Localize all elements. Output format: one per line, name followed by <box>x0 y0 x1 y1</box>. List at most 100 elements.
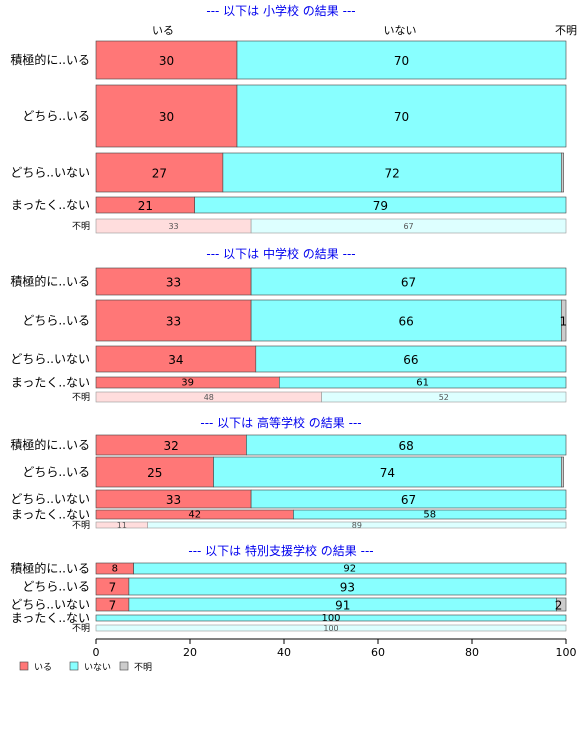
bar-segment <box>128 577 567 596</box>
row-label: どちら..いない <box>10 352 90 366</box>
x-tick-label: 40 <box>277 646 291 659</box>
panel-title-1: --- 以下は 小学校 の結果 --- <box>206 3 355 18</box>
value-label: 33 <box>166 315 181 329</box>
row-label: まったく..ない <box>11 198 90 212</box>
value-label: 67 <box>403 222 413 231</box>
panel-title-2: --- 以下は 中学校 の結果 --- <box>206 246 355 261</box>
panel-title-3: --- 以下は 高等学校 の結果 --- <box>200 415 361 430</box>
row-label: 積極的に..いる <box>10 437 90 452</box>
value-label: 7 <box>109 599 117 613</box>
row-label: まったく..ない <box>11 611 90 625</box>
column-header-1: いる <box>152 24 174 37</box>
value-label: 92 <box>343 564 356 575</box>
bar-segment <box>255 345 567 373</box>
bar-segment <box>133 562 567 575</box>
legend-label: 不明 <box>134 662 152 673</box>
row-label: どちら..いない <box>10 492 90 506</box>
bar-segment <box>321 391 567 403</box>
row-label: どちら..いる <box>22 465 90 479</box>
x-tick-label: 80 <box>465 646 479 659</box>
bar-segment <box>213 456 562 488</box>
bar-segment <box>222 152 562 193</box>
bar-segment <box>95 299 252 342</box>
row-label: 不明 <box>72 520 90 531</box>
value-label: 42 <box>188 510 201 521</box>
bar-segment <box>250 267 567 296</box>
value-label: 74 <box>380 466 395 480</box>
value-label: 39 <box>181 378 194 389</box>
bar-segment <box>250 299 562 342</box>
value-label: 66 <box>403 353 418 367</box>
bar-segment <box>95 456 214 488</box>
x-tick-label: 100 <box>556 646 577 659</box>
bar-segment <box>560 299 567 342</box>
row-label: どちら..いない <box>10 166 90 180</box>
legend-swatch <box>69 661 79 671</box>
value-label: 32 <box>164 439 179 453</box>
row-label: まったく..ない <box>11 376 90 390</box>
legend-label: いる <box>34 662 52 673</box>
value-label: 79 <box>373 199 388 213</box>
bar-segment <box>560 456 564 488</box>
row-label: 積極的に..いる <box>10 52 90 67</box>
row-label: どちら..いる <box>22 109 90 123</box>
row-label: まったく..ない <box>11 508 90 522</box>
value-label: 100 <box>321 613 340 624</box>
value-label: 48 <box>204 393 214 402</box>
value-label: 34 <box>168 353 183 367</box>
value-label: 72 <box>384 167 399 181</box>
legend-swatch <box>119 661 129 671</box>
bar-segment <box>250 218 567 234</box>
bar-segment <box>95 152 224 193</box>
bar-segment <box>246 434 567 456</box>
bar-segment <box>250 489 567 509</box>
bar-segment <box>95 614 567 622</box>
value-label: 30 <box>159 110 174 124</box>
value-label: 33 <box>168 222 178 231</box>
value-label: 89 <box>352 521 362 530</box>
bar-segment <box>236 40 567 80</box>
bar-segment <box>293 509 567 520</box>
value-label: 25 <box>147 466 162 480</box>
row-label: どちら..いない <box>10 598 90 612</box>
value-label: 67 <box>401 276 416 290</box>
x-tick-label: 60 <box>371 646 385 659</box>
bar-segment <box>556 597 567 612</box>
bar-segment <box>95 40 238 80</box>
value-label: 68 <box>399 439 414 453</box>
row-label: 不明 <box>72 623 90 634</box>
x-tick-label: 0 <box>93 646 100 659</box>
value-label: 52 <box>439 393 449 402</box>
value-label: 93 <box>340 581 355 595</box>
value-label: 2 <box>555 599 563 613</box>
bar-segment <box>194 196 567 214</box>
bar-segment <box>95 345 257 373</box>
bar-segment <box>278 376 567 389</box>
value-label: 70 <box>394 110 409 124</box>
bar-segment <box>147 521 567 529</box>
value-label: 100 <box>323 624 338 633</box>
value-label: 33 <box>166 276 181 290</box>
value-label: 61 <box>416 378 429 389</box>
row-label: どちら..いる <box>22 314 90 328</box>
bar-segment <box>560 152 564 193</box>
value-label: 33 <box>166 493 181 507</box>
value-label: 1 <box>559 315 567 329</box>
bar-segment <box>95 624 567 632</box>
column-header-3: 不明 <box>555 24 577 37</box>
panel-title-4: --- 以下は 特別支援学校 の結果 --- <box>188 543 373 558</box>
row-label: 積極的に..いる <box>10 561 90 576</box>
value-label: 30 <box>159 54 174 68</box>
value-label: 11 <box>117 521 127 530</box>
value-label: 58 <box>423 510 436 521</box>
x-tick-label: 20 <box>183 646 197 659</box>
row-label: 不明 <box>72 221 90 232</box>
bar-segment <box>236 84 567 148</box>
column-header-2: いない <box>384 24 417 37</box>
value-label: 8 <box>112 564 118 575</box>
value-label: 67 <box>401 493 416 507</box>
row-label: 不明 <box>72 392 90 403</box>
value-label: 21 <box>138 199 153 213</box>
row-label: どちら..いる <box>22 580 90 594</box>
